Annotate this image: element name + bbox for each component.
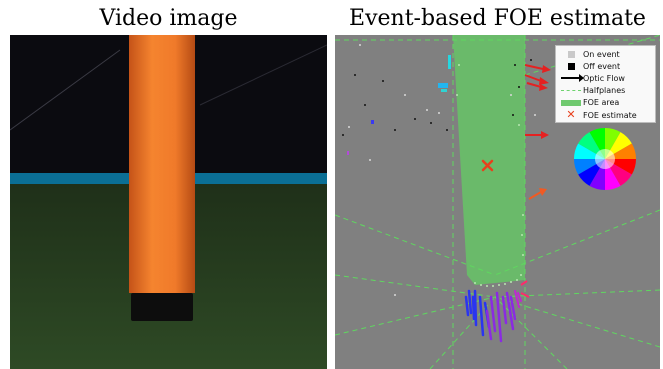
event-foe-panel: On event Off event Optic Flow Halfplanes… [335, 35, 660, 369]
legend-halfplanes: Halfplanes [559, 85, 652, 97]
pole-edge-events [456, 64, 524, 287]
pole [129, 35, 195, 293]
foe-area-swatch-icon [561, 99, 581, 106]
on-event-swatch-icon [567, 50, 575, 58]
event-frame [335, 35, 660, 369]
optic-flow-left [347, 55, 451, 155]
wire [199, 44, 327, 106]
wire [10, 49, 121, 131]
flow-direction-color-wheel-icon [574, 128, 636, 190]
video-image-panel [10, 35, 327, 369]
legend-on-event: On event [559, 48, 652, 60]
arrow-icon [561, 74, 584, 83]
video-frame [10, 35, 327, 369]
on-events [348, 44, 536, 296]
video-image-title: Video image [99, 6, 238, 31]
off-event-swatch-icon [567, 62, 575, 70]
x-marker-icon: ✕ [566, 108, 576, 122]
optic-flow-base-cluster [464, 289, 522, 343]
dashed-line-icon [561, 90, 581, 92]
legend-optic-flow: Optic Flow [559, 72, 652, 84]
event-foe-title: Event-based FOE estimate [349, 6, 646, 31]
optic-flow-right [520, 64, 551, 298]
legend-foe-area: FOE area [559, 97, 652, 109]
legend-foe-estimate: ✕ FOE estimate [566, 108, 637, 122]
legend: On event Off event Optic Flow Halfplanes… [555, 45, 656, 123]
off-events [342, 59, 532, 136]
legend-off-event: Off event [559, 60, 652, 72]
halfplanes [335, 35, 660, 369]
pole-base [131, 293, 193, 321]
foe-area [453, 35, 525, 285]
foe-estimate-marker [481, 159, 494, 172]
